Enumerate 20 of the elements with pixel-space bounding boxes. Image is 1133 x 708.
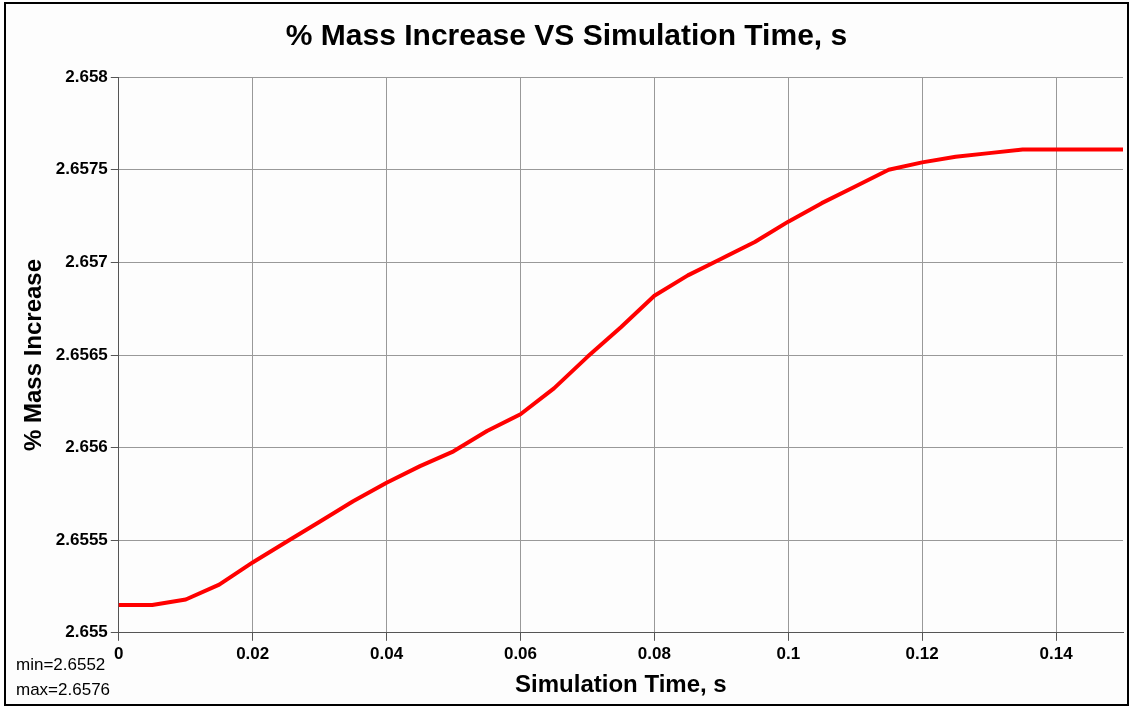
x-tick-label: 0.1: [776, 643, 801, 663]
x-tick-label: 0.14: [1039, 643, 1074, 663]
text: min=2.6552: [16, 654, 107, 676]
x-axis-title: Simulation Time, s: [515, 670, 727, 698]
y-tick-label: 2.6555: [55, 529, 108, 549]
x-tick-label: 0: [114, 643, 124, 663]
y-tick-label: 2.6575: [55, 159, 108, 179]
y-axis-title: % Mass Increase: [19, 258, 47, 452]
x-tick-label: 0.08: [637, 643, 671, 663]
y-tick-label: 2.655: [65, 622, 108, 642]
x-tick-label: 0.12: [905, 643, 939, 663]
x-tick-label: 0.04: [370, 643, 404, 663]
y-tick-label: 2.656: [65, 437, 108, 457]
x-tick-label: 0.02: [236, 643, 270, 663]
chart-title: % Mass Increase VS Simulation Time, s: [284, 18, 849, 52]
text: max=2.6576: [16, 679, 111, 701]
y-tick-label: 2.6565: [55, 344, 108, 364]
x-tick-label: 0.06: [503, 643, 538, 663]
y-tick-label: 2.658: [65, 66, 108, 86]
y-tick-label: 2.657: [65, 252, 108, 272]
